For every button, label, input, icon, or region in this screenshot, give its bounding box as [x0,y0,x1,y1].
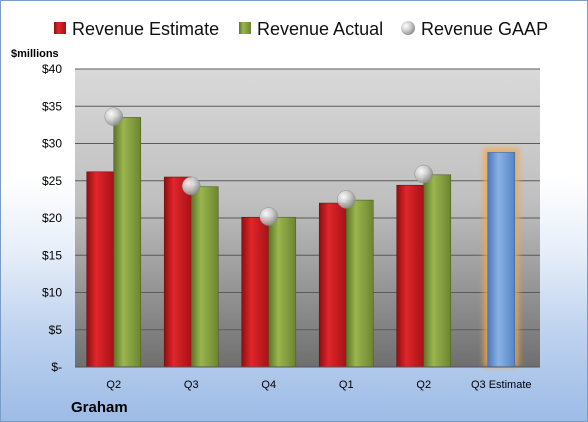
bars [86,117,519,368]
x-tick-label: Q4 [261,379,276,391]
y-tick-label: $5 [49,323,63,337]
y-tick-label: $15 [42,248,62,262]
x-axis-ticks: Q2 Q3 Q4 Q1 Q2 Q3 Estimate [106,379,531,391]
legend-item-estimate: Revenue Estimate [54,19,219,39]
marker-revenue-gaap [414,164,433,184]
legend-label-estimate: Revenue Estimate [72,19,219,39]
x-tick-label: Q3 [184,379,199,391]
y-tick-label: $40 [42,62,62,76]
marker-revenue-gaap [337,190,356,209]
legend: Revenue Estimate Revenue Actual Revenue … [54,19,548,39]
legend-label-gaap: Revenue GAAP [421,19,548,39]
legend-swatch-actual [239,22,251,34]
legend-swatch-gaap [401,21,415,35]
x-tick-label: Q1 [339,379,354,391]
y-tick-label: $10 [42,286,62,300]
bar-revenue-actual [345,199,374,368]
bar-revenue-estimate [318,202,347,368]
bar-revenue-estimate [241,216,270,368]
bar-revenue-estimate [163,176,192,368]
marker-revenue-gaap [182,176,201,196]
y-tick-label: $25 [42,174,62,188]
bar-revenue-estimate [86,171,115,368]
bar-revenue-actual [113,117,142,368]
bar-revenue-actual [190,186,219,368]
legend-item-actual: Revenue Actual [239,19,383,39]
x-tick-label: Q3 Estimate [471,379,532,391]
y-tick-label: $30 [42,137,62,151]
x-tick-label: Q2 [416,379,431,391]
marker-revenue-gaap [259,207,278,226]
bar-revenue-actual [423,174,452,368]
bar-revenue-actual [268,216,297,368]
legend-item-gaap: Revenue GAAP [401,19,548,39]
unit-label: $millions [11,48,59,60]
x-tick-label: Q2 [106,379,121,391]
company-label: Graham [71,399,128,416]
y-tick-label: $20 [42,211,62,225]
legend-label-actual: Revenue Actual [257,19,383,39]
bar-revenue-estimate [396,184,425,368]
y-tick-label: $- [51,360,62,374]
legend-swatch-estimate [54,22,66,34]
y-axis-ticks: $- $5 $10 $15 $20 $25 $30 $35 $40 [42,62,62,374]
y-tick-label: $35 [42,99,62,113]
gaap-markers [104,107,433,226]
bar-q3-estimate [487,152,516,368]
marker-revenue-gaap [104,107,123,126]
